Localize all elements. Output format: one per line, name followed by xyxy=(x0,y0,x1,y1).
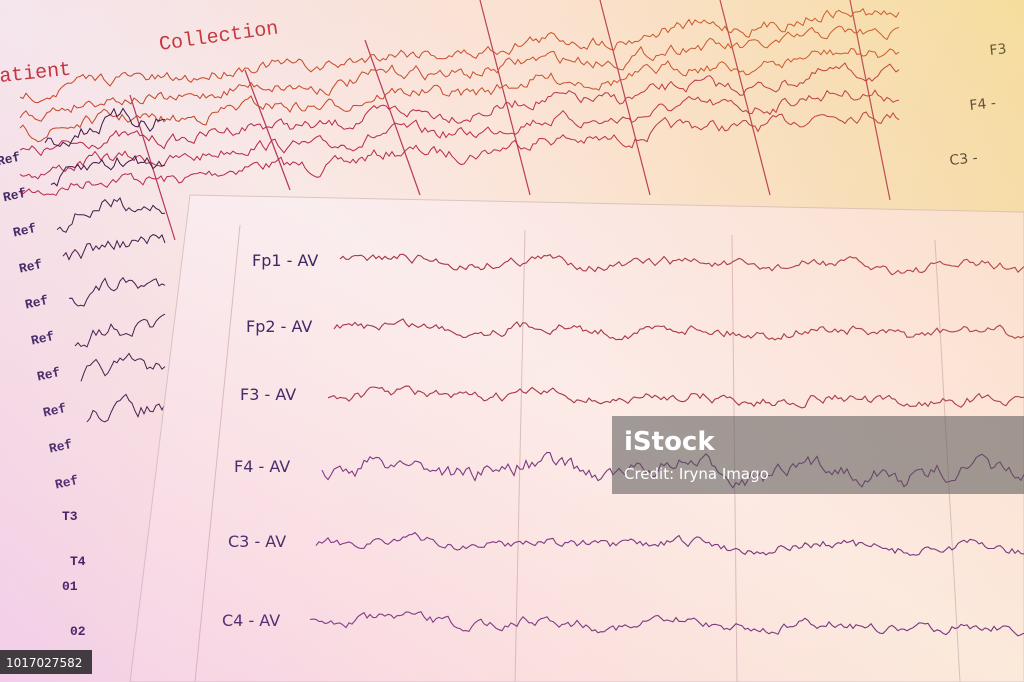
watermark-brand: iStock xyxy=(624,427,715,457)
image-id: 1017027582 xyxy=(6,656,82,670)
watermark-box xyxy=(612,416,1024,494)
id-box xyxy=(0,650,92,674)
watermark-credit: Credit: Iryna Imago xyxy=(624,465,769,483)
